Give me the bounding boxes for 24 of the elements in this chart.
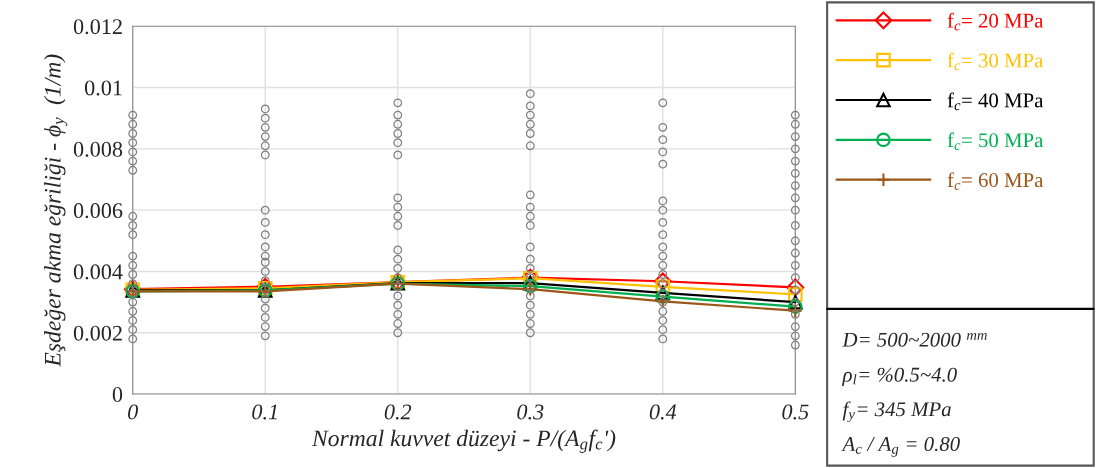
y-tick-label: 0.002 (73, 325, 122, 341)
y-axis-title: Eşdeğer akma eğriliği - ϕ$_{y}$ (1/m) (44, 54, 68, 367)
x-tick-label: 0.5 (782, 404, 809, 420)
x-tick-label: 0.3 (517, 404, 544, 420)
legend-label: f$_{c}$= 40 MPa (947, 92, 1044, 111)
y-tick-label: 0 (112, 386, 123, 402)
y-tick-label: 0.012 (73, 19, 122, 35)
text: D= 500~2000 $^{mm}$ (842, 332, 987, 347)
legend-label: f$_{c}$= 30 MPa (947, 52, 1044, 71)
text: A$_{c}$ / A$_{g}$ = 0.80 (841, 436, 960, 457)
legend-label: f$_{c}$= 50 MPa (947, 132, 1044, 151)
x-axis-title: Normal kuvvet düzeyi - P/(A$_{g}$f$_{c}$') (311, 429, 616, 453)
text: ρ$_{l}$= %0.5~4.0 (841, 367, 957, 386)
x-tick-label: 0.2 (384, 404, 412, 420)
legend-label: f$_{c}$= 20 MPa (947, 12, 1044, 31)
x-tick-label: 0 (128, 404, 139, 420)
y-tick-label: 0.006 (73, 203, 123, 219)
text: f$_{y}$= 345 MPa (842, 401, 951, 423)
y-tick-label: 0.004 (73, 264, 123, 280)
x-tick-label: 0.4 (649, 404, 677, 420)
y-tick-label: 0.01 (84, 80, 122, 96)
x-tick-label: 0.1 (252, 404, 277, 420)
y-tick-label: 0.008 (73, 141, 123, 157)
legend-label: f$_{c}$= 60 MPa (947, 172, 1044, 190)
